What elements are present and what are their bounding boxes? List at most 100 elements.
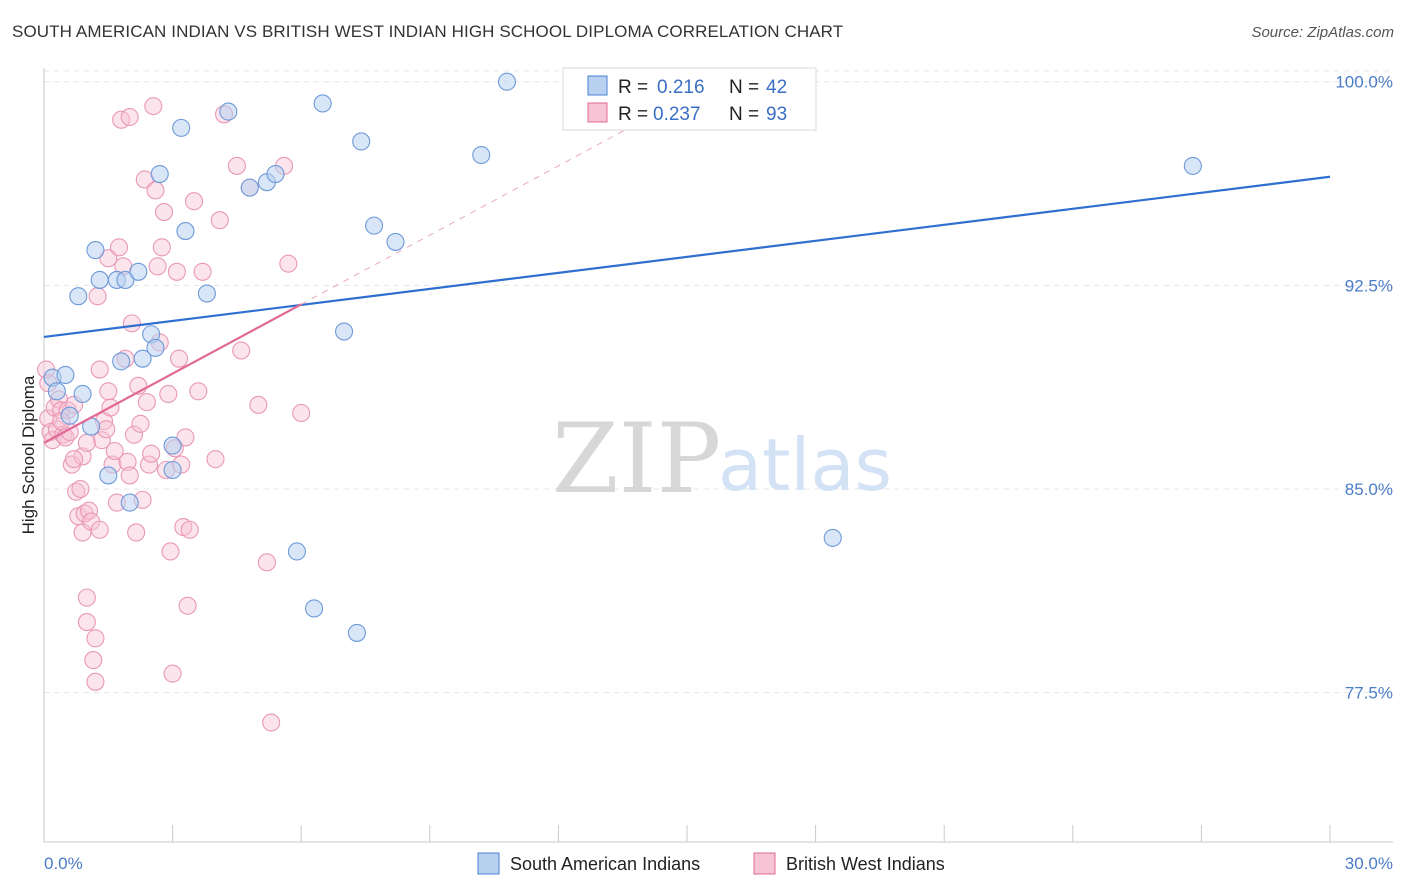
point-british-west-indian (210, 211, 229, 230)
point-british-west-indian (79, 501, 99, 520)
point-south-american-indian (266, 164, 285, 184)
point-british-west-indian (99, 249, 118, 268)
point-south-american-indian (73, 384, 92, 404)
point-british-west-indian (90, 520, 109, 539)
point-south-american-indian (219, 102, 238, 121)
point-british-west-indian (292, 403, 311, 423)
bottom-legend-swatch-blue (477, 852, 500, 875)
point-south-american-indian (99, 466, 118, 485)
point-british-west-indian (92, 431, 111, 450)
point-british-west-indian (77, 433, 96, 452)
point-british-west-indian (227, 156, 246, 175)
x-tick-label-max: 30.0% (1345, 854, 1393, 873)
watermark-atlas: atlas (718, 423, 892, 507)
point-south-american-indian (386, 232, 405, 251)
point-south-american-indian (352, 132, 371, 151)
point-british-west-indian (120, 107, 139, 127)
trend-line-pink-extension (300, 119, 645, 305)
point-british-west-indian (90, 360, 109, 379)
legend-r-value-pink: 0.237 (653, 104, 701, 125)
point-south-american-indian (163, 436, 182, 455)
point-british-west-indian (232, 341, 251, 360)
chart-source: Source: ZipAtlas.com (1251, 24, 1394, 41)
legend-n-label: N = (729, 77, 759, 98)
point-british-west-indian (169, 349, 189, 368)
point-south-american-indian (347, 623, 366, 642)
point-british-west-indian (88, 287, 107, 306)
point-british-west-indian (118, 452, 137, 471)
point-british-west-indian (180, 520, 199, 539)
point-british-west-indian (139, 455, 159, 474)
point-british-west-indian (77, 588, 96, 607)
point-british-west-indian (193, 262, 212, 281)
point-british-west-indian (99, 382, 118, 401)
point-british-west-indian (84, 651, 103, 670)
trend-lines (43, 119, 1331, 444)
point-south-american-indian (163, 460, 182, 480)
point-south-american-indian (86, 241, 105, 260)
point-british-west-indian (159, 384, 178, 404)
point-south-american-indian (176, 222, 195, 241)
legend-r-value-blue: 0.216 (657, 77, 705, 98)
point-british-west-indian (279, 254, 298, 273)
point-british-west-indian (206, 450, 225, 469)
axes (43, 68, 1393, 843)
point-south-american-indian (150, 164, 169, 184)
bottom-legend: South American Indians British West Indi… (477, 852, 945, 875)
point-british-west-indian (97, 420, 116, 439)
point-south-american-indian (197, 284, 216, 303)
y-tick-labels: 77.5% 85.0% 92.5% 100.0% (1335, 73, 1393, 703)
point-british-west-indian (176, 428, 195, 447)
point-south-american-indian (497, 72, 517, 91)
point-south-american-indian (335, 322, 354, 341)
point-south-american-indian (172, 118, 191, 137)
point-british-west-indian (167, 262, 186, 281)
point-british-west-indian (137, 393, 156, 412)
point-british-west-indian (262, 713, 281, 732)
bottom-legend-label-blue: South American Indians (510, 854, 700, 874)
point-british-west-indian (109, 238, 129, 257)
y-tick-label: 77.5% (1345, 684, 1393, 703)
point-british-west-indian (86, 672, 105, 691)
legend-swatch-blue (587, 75, 608, 96)
watermark-zip: ZIP (552, 403, 721, 515)
point-british-west-indian (161, 542, 180, 561)
point-british-west-indian (120, 466, 139, 485)
trend-line-blue (43, 175, 1331, 339)
point-south-american-indian (823, 528, 842, 547)
point-british-west-indian (146, 181, 165, 200)
series-south-american-indians (43, 72, 1202, 642)
point-british-west-indian (124, 425, 144, 444)
point-british-west-indian (257, 553, 276, 572)
y-axis-label: High School Diploma (19, 375, 38, 534)
point-british-west-indian (144, 97, 163, 116)
point-south-american-indian (112, 352, 131, 371)
point-british-west-indian (122, 314, 141, 333)
legend-r-label-2: R = (618, 104, 648, 125)
bottom-legend-swatch-pink (753, 852, 776, 875)
legend-n-value-blue: 42 (766, 77, 787, 98)
point-british-west-indian (64, 450, 84, 469)
point-british-west-indian (127, 523, 146, 542)
legend-r-label: R = (618, 77, 648, 98)
point-south-american-indian (240, 178, 259, 197)
chart-title: SOUTH AMERICAN INDIAN VS BRITISH WEST IN… (12, 22, 844, 41)
point-south-american-indian (56, 365, 75, 385)
point-british-west-indian (105, 441, 124, 461)
point-british-west-indian (142, 444, 161, 463)
point-british-west-indian (71, 479, 90, 499)
point-british-west-indian (189, 382, 208, 401)
point-south-american-indian (365, 216, 384, 235)
point-british-west-indian (163, 664, 182, 683)
point-british-west-indian (178, 596, 197, 615)
point-south-american-indian (69, 287, 88, 306)
y-tick-label: 92.5% (1345, 276, 1393, 295)
point-british-west-indian (148, 257, 167, 276)
point-south-american-indian (287, 542, 306, 561)
legend: R = 0.216 N = 42 R = 0.237 N = 93 (562, 67, 817, 131)
point-british-west-indian (131, 414, 150, 433)
point-british-west-indian (152, 238, 171, 257)
point-south-american-indian (129, 262, 148, 281)
point-south-american-indian (116, 270, 135, 289)
